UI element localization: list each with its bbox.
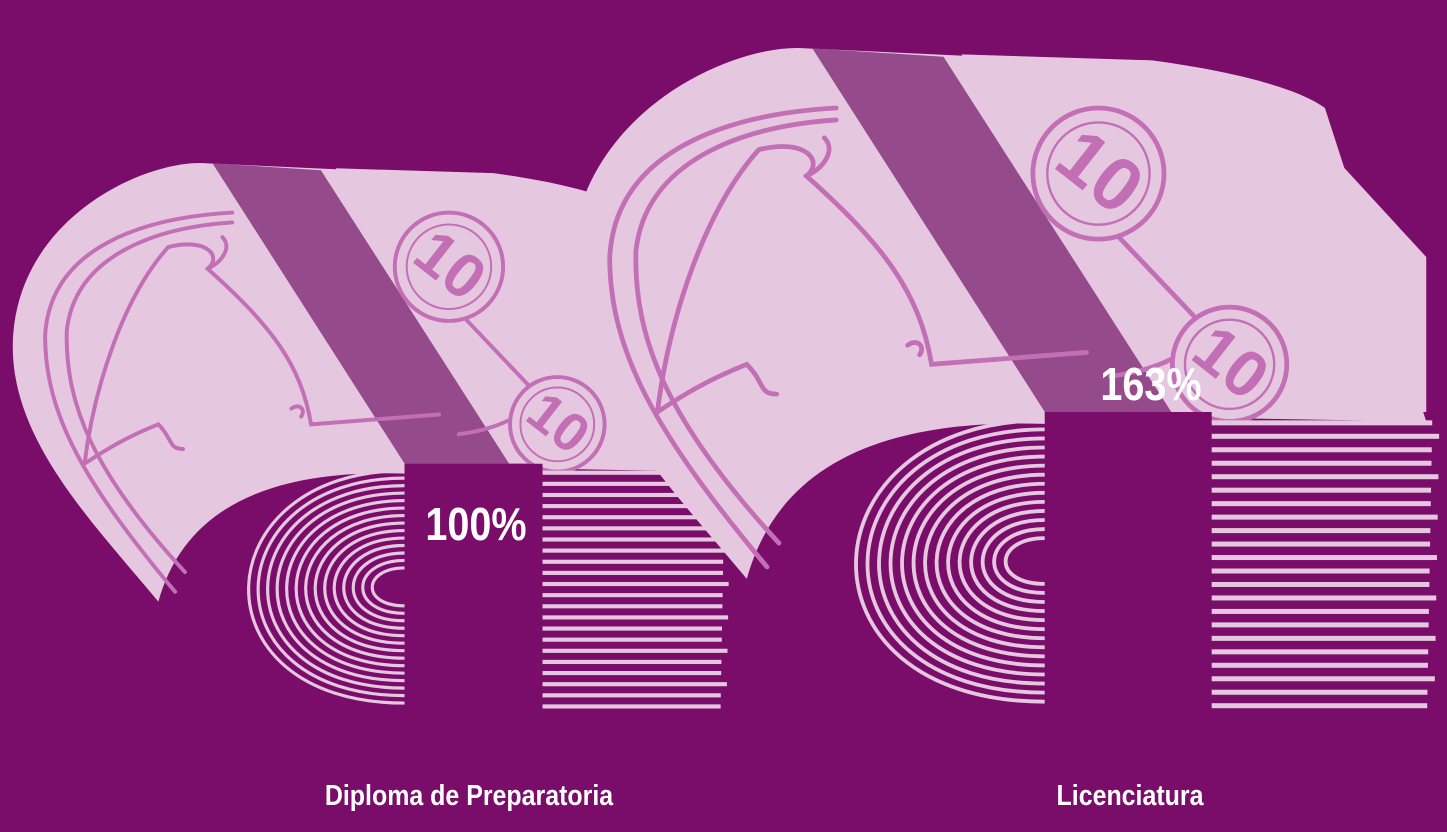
category-label-licenciatura: Licenciatura xyxy=(1056,780,1204,812)
category-label-preparatoria: Diploma de Preparatoria xyxy=(324,780,614,812)
paper-band xyxy=(812,48,1176,420)
value-label-preparatoria: 100% xyxy=(425,499,526,550)
flat-bills-stack xyxy=(542,470,731,709)
value-label-licenciatura: 163% xyxy=(1100,359,1201,410)
paper-band xyxy=(212,163,513,470)
rolled-bills-spiral xyxy=(247,469,405,705)
rolled-bills-spiral xyxy=(854,418,1045,704)
flat-bills-stack xyxy=(1211,420,1440,709)
